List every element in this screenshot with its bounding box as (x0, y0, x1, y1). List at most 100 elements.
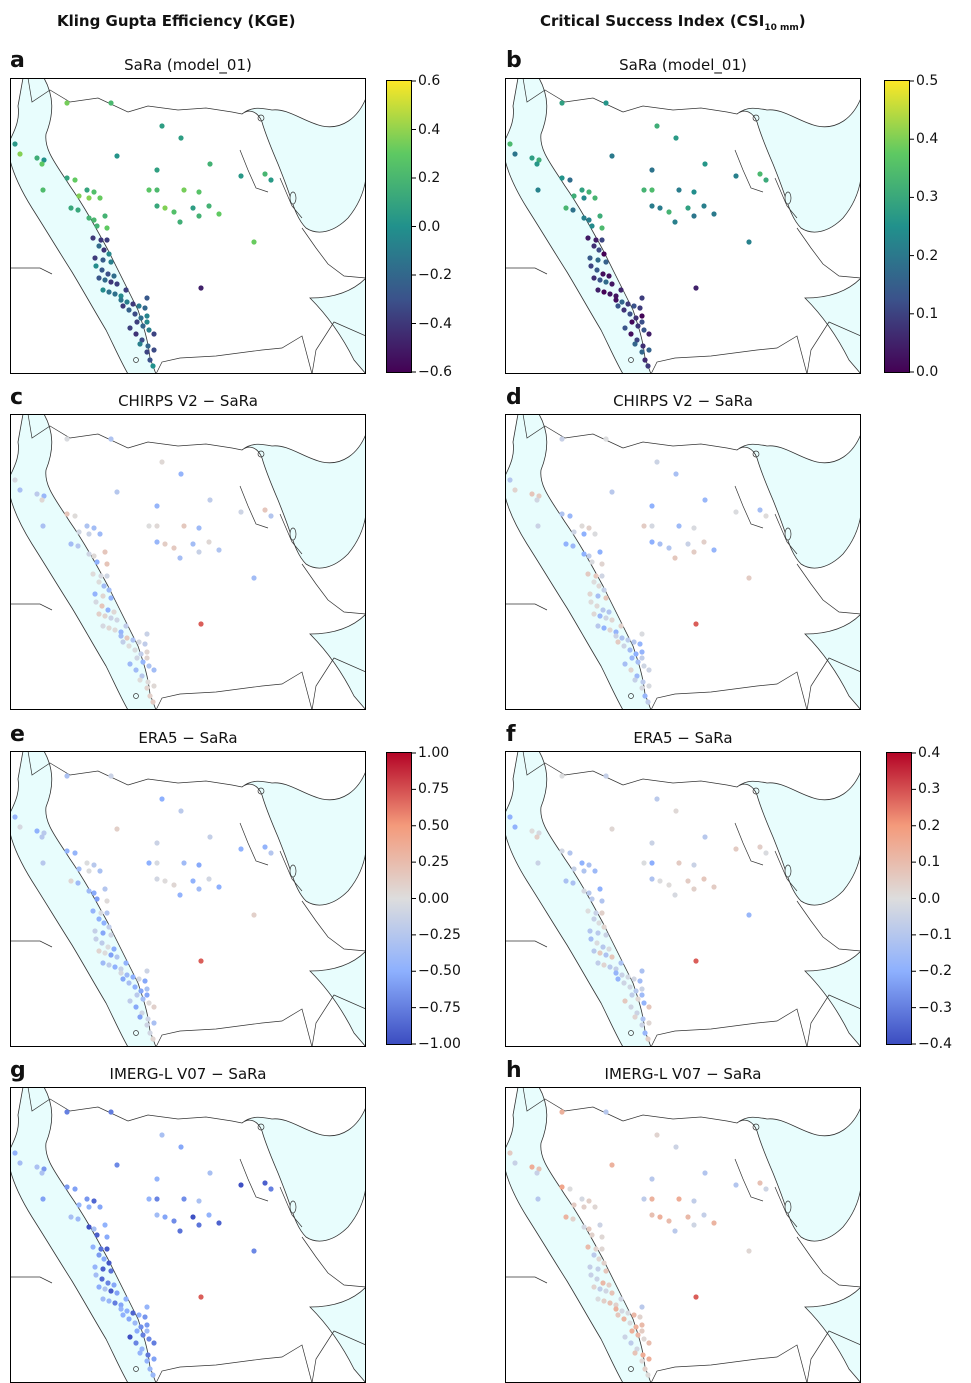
station-point (151, 667, 157, 673)
station-point (600, 271, 606, 277)
station-point (39, 497, 45, 503)
panel-title-f: ERA5 − SaRa (633, 729, 733, 747)
station-point (633, 988, 639, 994)
station-point (147, 357, 153, 363)
station-point (108, 773, 114, 779)
station-point (106, 924, 112, 930)
station-point (99, 1276, 105, 1282)
station-point (649, 523, 655, 529)
station-point (101, 247, 107, 253)
station-point (93, 599, 99, 605)
station-point (123, 287, 129, 293)
station-point (585, 235, 591, 241)
station-point (96, 916, 102, 922)
station-point (597, 549, 603, 555)
station-point (127, 325, 133, 331)
cb-tick: −0.3 (918, 999, 952, 1016)
station-point (685, 541, 691, 547)
station-point (596, 247, 602, 253)
station-map-f (505, 751, 861, 1047)
station-point (177, 1228, 183, 1234)
station-point (137, 677, 143, 683)
station-point (91, 217, 97, 223)
station-point (596, 583, 602, 589)
station-point (599, 1246, 605, 1252)
station-point (634, 337, 640, 343)
station-point (136, 1312, 142, 1318)
kge-column-title: Kling Gupta Efficiency (KGE) (57, 12, 296, 30)
station-point (96, 275, 102, 281)
station-point (629, 1328, 635, 1334)
station-point (75, 207, 81, 213)
station-point (181, 187, 187, 193)
station-point (649, 1212, 655, 1218)
station-point (642, 1366, 648, 1372)
cb-tick: 1.00 (418, 745, 450, 761)
station-point (702, 1170, 708, 1176)
station-point (136, 303, 142, 309)
station-point (559, 1109, 565, 1115)
station-point (206, 1212, 212, 1218)
station-point (106, 962, 112, 968)
csi-column-title: Critical Success Index (CSI10 mm) (540, 12, 806, 33)
station-point (114, 281, 120, 287)
station-point (12, 477, 18, 483)
station-point (639, 968, 645, 974)
station-point (591, 579, 597, 585)
station-point (118, 966, 124, 972)
station-point (629, 319, 635, 325)
station-point (76, 529, 82, 535)
cb-tick: 0.50 (418, 817, 450, 834)
station-point (154, 860, 160, 866)
station-point (536, 1166, 542, 1172)
station-point (198, 1294, 204, 1300)
station-point (145, 1352, 151, 1358)
station-point (136, 639, 142, 645)
station-point (154, 539, 160, 545)
station-point (757, 844, 763, 850)
station-point (75, 880, 81, 886)
station-point (603, 1109, 609, 1115)
station-point (140, 1332, 146, 1338)
colorbar-kge-absolute-ticks: 0.6 0.4 0.2 0.0 −0.2 −0.4 −0.6 (412, 74, 472, 379)
map-panel-d (505, 414, 861, 710)
station-point (86, 195, 92, 201)
station-point (198, 958, 204, 964)
station-point (196, 1198, 202, 1204)
station-point (124, 1308, 130, 1314)
station-point (702, 497, 708, 503)
station-point (586, 525, 592, 531)
station-point (162, 1214, 168, 1220)
station-point (625, 301, 631, 307)
station-point (268, 1186, 274, 1192)
station-point (601, 587, 607, 593)
station-point (609, 153, 615, 159)
station-point (615, 976, 621, 982)
station-point (596, 920, 602, 926)
map-panel-c (10, 414, 366, 710)
station-point (646, 1356, 652, 1362)
station-point (535, 860, 541, 866)
station-point (691, 525, 697, 531)
station-point (763, 513, 769, 519)
station-point (97, 868, 103, 874)
station-point (711, 884, 717, 890)
cb-tick: −0.2 (918, 963, 952, 980)
station-point (178, 471, 184, 477)
station-point (64, 436, 70, 442)
station-point (672, 219, 678, 225)
station-point (609, 954, 615, 960)
station-point (140, 323, 146, 329)
station-point (96, 1252, 102, 1258)
station-point (581, 1204, 587, 1210)
station-point (646, 1004, 652, 1010)
station-point (134, 1328, 140, 1334)
station-point (132, 1320, 138, 1326)
station-point (126, 980, 132, 986)
station-point (100, 593, 106, 599)
station-point (91, 1198, 97, 1204)
station-point (171, 209, 177, 215)
station-point (672, 1228, 678, 1234)
station-point (599, 898, 605, 904)
station-point (591, 948, 597, 954)
